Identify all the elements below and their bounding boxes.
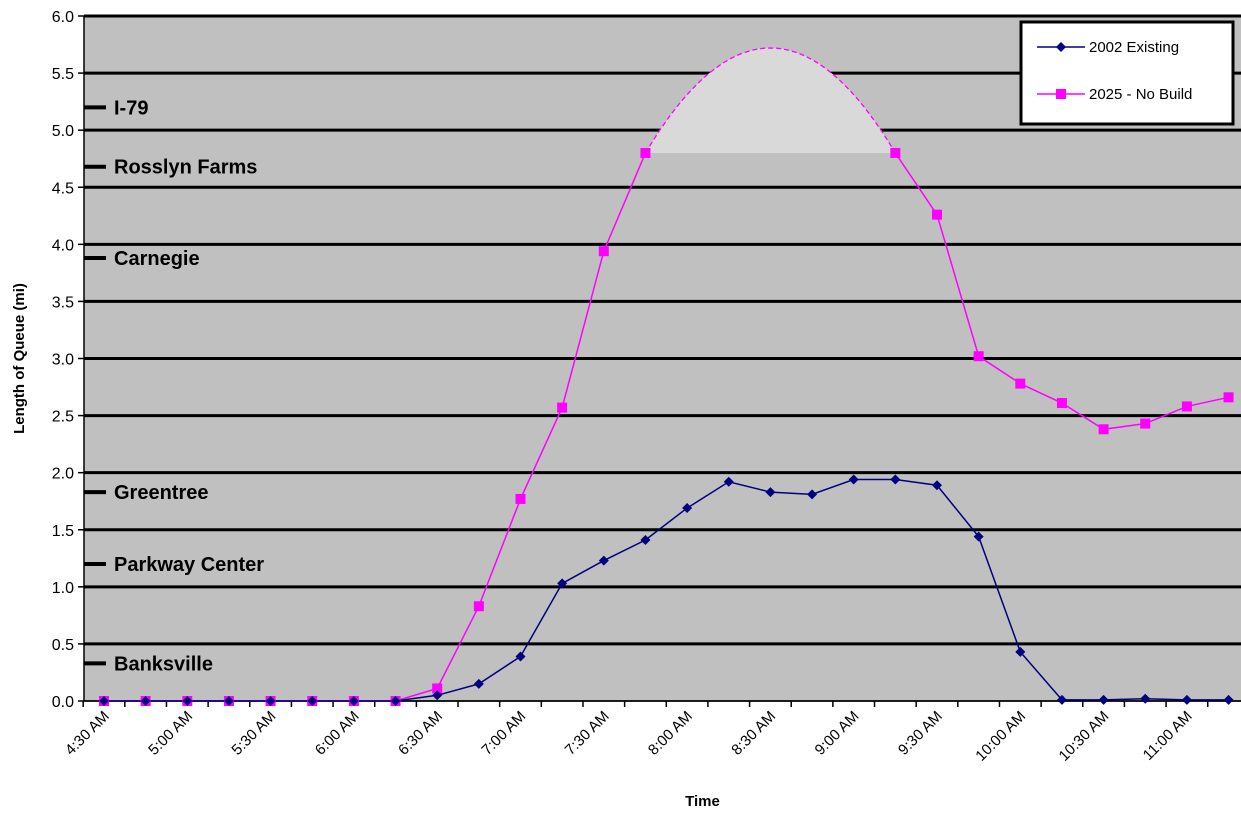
- series-2025-point: [432, 683, 443, 694]
- series-2025-point: [557, 402, 568, 413]
- x-tick-label: 8:00 AM: [645, 708, 696, 759]
- series-2002-point: [807, 489, 818, 500]
- x-tick-label: 5:00 AM: [145, 708, 196, 759]
- y-tick-label: 4.5: [52, 180, 74, 197]
- series-2002-point: [140, 696, 151, 706]
- landmark-label: Rosslyn Farms: [114, 157, 257, 179]
- x-tick-label: 5:30 AM: [228, 708, 279, 759]
- legend-marker-diamond: [1056, 42, 1066, 52]
- x-tick-label: 6:00 AM: [312, 708, 363, 759]
- series-2025-point: [890, 148, 901, 158]
- series-2025-point: [515, 493, 526, 504]
- series-2002-point: [99, 696, 109, 706]
- legend-label: 2025 - No Build: [1089, 86, 1192, 103]
- series-2002-point: [557, 578, 568, 589]
- series-2002-point: [1098, 694, 1109, 705]
- series-2002-point: [1181, 694, 1192, 705]
- series-2002-point: [390, 696, 401, 706]
- series-2002-point: [932, 480, 942, 491]
- data-series: [99, 47, 1234, 706]
- landmark-label: Parkway Center: [114, 554, 264, 576]
- series-2002-point: [1223, 694, 1234, 705]
- x-tick-label: 9:30 AM: [895, 708, 946, 759]
- series-2002-point: [265, 696, 276, 706]
- series-2025-point: [1056, 398, 1067, 409]
- series-2025-point: [473, 601, 484, 612]
- series-2002-point: [765, 487, 776, 498]
- y-tick-label: 1.0: [52, 580, 74, 597]
- series-2025-point: [932, 209, 942, 220]
- legend-marker-square: [1056, 89, 1066, 99]
- series-2002-point: [723, 476, 734, 487]
- series-2025-point: [1181, 401, 1192, 412]
- x-tick-label: 6:30 AM: [395, 708, 446, 759]
- series-2002-point: [890, 474, 901, 485]
- legend: 2002 Existing 2025 - No Build: [1019, 20, 1235, 126]
- landmark-labels: I-79 Rosslyn Farms Carnegie Greentree Parkwa…: [84, 97, 264, 675]
- y-tick-label: 2.0: [52, 466, 74, 483]
- series-2002-point: [598, 555, 609, 566]
- y-axis-title: Length of Queue (mi): [11, 283, 28, 434]
- series-2002-point: [348, 696, 359, 706]
- y-tick-label: 3.5: [52, 294, 74, 311]
- y-tick-label: 1.5: [52, 523, 74, 540]
- y-tick-label: 2.5: [52, 409, 74, 426]
- series-2002-point: [682, 503, 693, 514]
- landmark-label: I-79: [114, 97, 148, 119]
- y-tick-label: 0.5: [52, 637, 74, 654]
- x-tick-label: 7:00 AM: [478, 708, 529, 759]
- x-tick-label: 9:00 AM: [812, 708, 863, 759]
- series-2025-point: [1140, 418, 1151, 429]
- series-2025-point: [1223, 392, 1234, 403]
- x-tick-label: 7:30 AM: [562, 708, 613, 759]
- series-2002-point: [223, 696, 234, 706]
- y-tick-label: 3.0: [52, 352, 74, 369]
- series-2002-point: [1140, 693, 1151, 704]
- series-2002-point: [307, 696, 318, 706]
- series-2025-point: [1098, 424, 1109, 435]
- series-2002-point: [848, 474, 859, 485]
- series-2002-point: [182, 696, 193, 706]
- y-tick-labels: 0.0 0.5 1.0 1.5 2.0 2.5 3.0 3.5 4.0 4.5 5.0 5.5 6.0: [52, 9, 74, 711]
- series-2025-point: [1015, 378, 1026, 389]
- landmark-label: Banksville: [114, 653, 213, 675]
- series-2002-point: [432, 690, 443, 701]
- series-2002-point: [1056, 694, 1067, 705]
- series-2002-point: [640, 535, 651, 546]
- x-tick-label: 4:30 AM: [62, 708, 113, 759]
- x-tick-label: 10:30 AM: [1056, 708, 1113, 765]
- x-tick-labels: 4:30 AM 5:00 AM 5:30 AM 6:00 AM 6:30 AM 7:00 …: [62, 708, 1196, 765]
- series-2002-point: [1015, 646, 1026, 657]
- y-tick-label: 4.0: [52, 237, 74, 254]
- x-tick-label: 10:00 AM: [972, 708, 1029, 765]
- series-2025-point: [640, 148, 651, 158]
- series-2002-point: [973, 531, 984, 542]
- x-tick-label: 11:00 AM: [1140, 708, 1196, 764]
- y-tick-label: 6.0: [52, 9, 74, 26]
- series-2002-point: [515, 651, 526, 662]
- landmark-label: Carnegie: [114, 248, 200, 270]
- series-2025-point: [598, 246, 609, 257]
- x-axis-title: Time: [685, 793, 720, 810]
- y-tick-label: 5.0: [52, 123, 74, 140]
- y-tick-label: 0.0: [52, 694, 74, 711]
- landmark-label: Greentree: [114, 482, 209, 504]
- series-2025-dashed-extrapolation: [644, 47, 896, 154]
- series-2025-point: [973, 351, 984, 362]
- series-2002-line: [104, 478, 1229, 702]
- legend-box: [1019, 20, 1235, 126]
- series-2002-point: [473, 678, 484, 689]
- x-tick-label: 8:30 AM: [728, 708, 779, 759]
- legend-label: 2002 Existing: [1089, 39, 1179, 56]
- y-tick-label: 5.5: [52, 66, 74, 83]
